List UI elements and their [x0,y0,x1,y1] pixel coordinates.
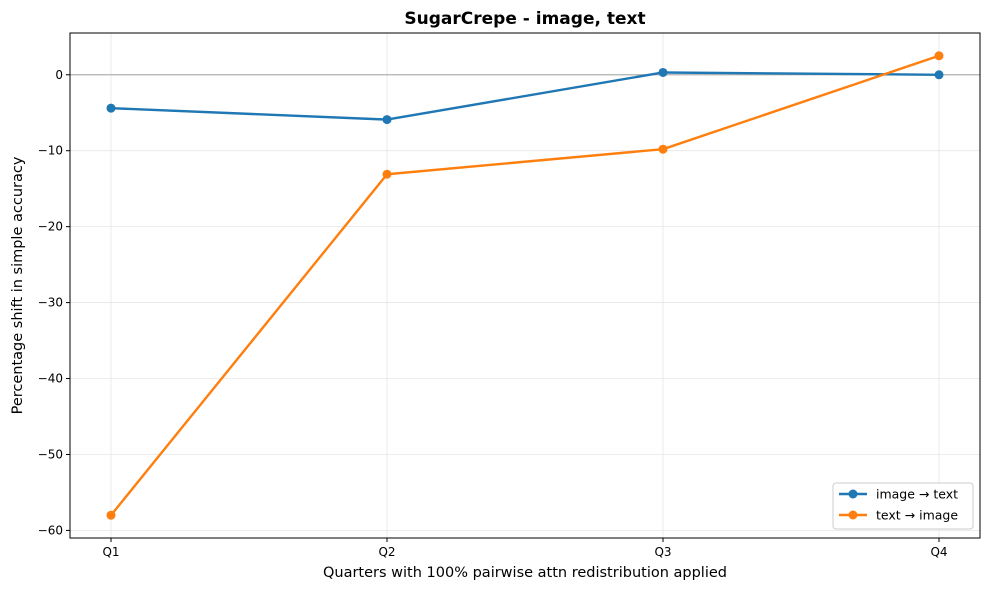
legend-entry: text → image [839,508,958,523]
legend-entry: image → text [839,487,958,502]
y-tick-label: 0 [55,68,63,82]
data-point [658,144,668,154]
y-ticks: 0 −10 −20 −30 −40 −50 −60 [38,68,70,537]
legend-label: image → text [876,487,958,502]
x-axis-label: Quarters with 100% pairwise attn redistr… [323,565,727,581]
series-layer [106,51,944,520]
y-tick-label: −50 [38,447,63,461]
series-line [110,71,940,121]
series-2 [106,51,944,520]
y-tick-label: −20 [38,220,63,234]
x-tick-label: Q2 [378,545,395,559]
data-point [106,103,116,113]
series-line [110,54,940,516]
x-ticks: Q1 Q2 Q3 Q4 [102,538,948,559]
series-1 [106,67,944,125]
y-tick-label: −10 [38,144,63,158]
legend-marker [848,510,858,520]
legend-marker [848,489,858,499]
x-tick-label: Q4 [930,545,947,559]
data-point [658,67,668,77]
chart-title: SugarCrepe - image, text [404,9,645,29]
y-tick-label: −60 [38,523,63,537]
data-point [382,169,392,179]
y-axis-label: Percentage shift in simple accuracy [10,156,26,414]
legend-box [832,482,974,530]
legend: image → text text → image [832,482,974,530]
data-point [934,51,944,61]
axes-frame [69,32,981,539]
data-point [106,510,116,520]
x-tick-label: Q3 [654,545,671,559]
y-tick-label: −40 [38,372,63,386]
grid [70,33,980,538]
data-point [382,115,392,125]
y-tick-label: −30 [38,296,63,310]
legend-label: text → image [876,508,958,523]
x-tick-label: Q1 [102,545,119,559]
data-point [934,70,944,80]
